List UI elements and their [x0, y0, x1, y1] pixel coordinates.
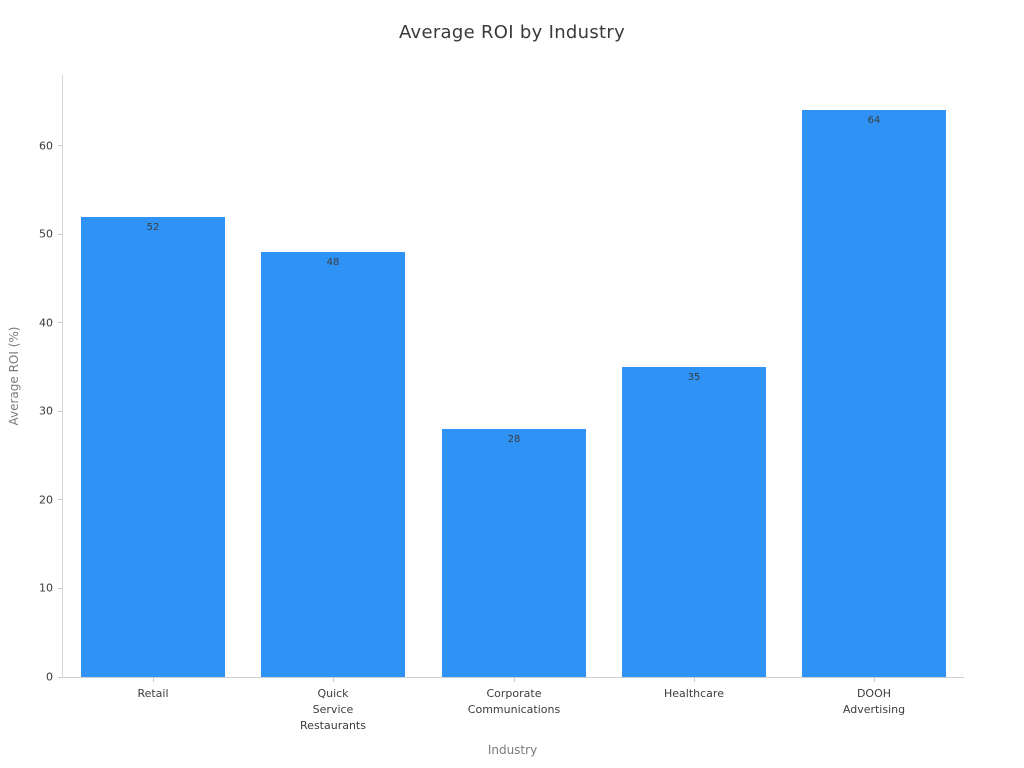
y-tick-mark [58, 233, 63, 235]
y-tick-mark [58, 322, 63, 324]
y-tick-label: 30 [39, 404, 53, 418]
x-tick-label: Corporate Communications [467, 687, 561, 716]
bar-value-label: 28 [507, 434, 521, 445]
x-tick-mark [333, 677, 334, 682]
bar-healthcare: 35 [622, 367, 766, 677]
y-tick-label: 40 [39, 316, 53, 330]
y-tick-label: 60 [39, 139, 53, 153]
y-tick-label: 10 [39, 581, 53, 595]
bar-value-label: 35 [687, 372, 701, 383]
x-tick-label: Quick Service Restaurants [300, 687, 366, 732]
y-tick-label: 0 [46, 670, 53, 684]
y-tick-mark [58, 676, 63, 678]
x-tick-label: DOOH Advertising [842, 687, 906, 716]
chart-title: Average ROI by Industry [398, 22, 626, 43]
bar-value-label: 48 [326, 257, 340, 268]
x-axis-title: Industry [487, 743, 538, 757]
y-tick-mark [58, 410, 63, 412]
bar-dooh-advertising: 64 [802, 110, 946, 677]
bar-corporate-communications: 28 [442, 429, 586, 677]
y-tick-label: 50 [39, 227, 53, 241]
y-tick-label: 20 [39, 493, 53, 507]
bar-value-label: 64 [867, 115, 881, 126]
x-tick-mark [694, 677, 695, 682]
bar-retail: 52 [81, 217, 225, 677]
x-tick-label: Retail [137, 687, 169, 700]
x-tick-mark [514, 677, 515, 682]
x-tick-mark [874, 677, 875, 682]
y-tick-mark [58, 145, 63, 147]
y-tick-mark [58, 587, 63, 589]
x-tick-mark [153, 677, 154, 682]
y-tick-mark [58, 499, 63, 501]
bar-value-label: 52 [146, 222, 160, 233]
plot-area: 0 10 20 30 40 50 60 52 Retail 48 Quick Service Res… [39, 75, 964, 732]
bar-quick-service-restaurants: 48 [261, 252, 405, 677]
x-tick-label: Healthcare [664, 687, 724, 700]
